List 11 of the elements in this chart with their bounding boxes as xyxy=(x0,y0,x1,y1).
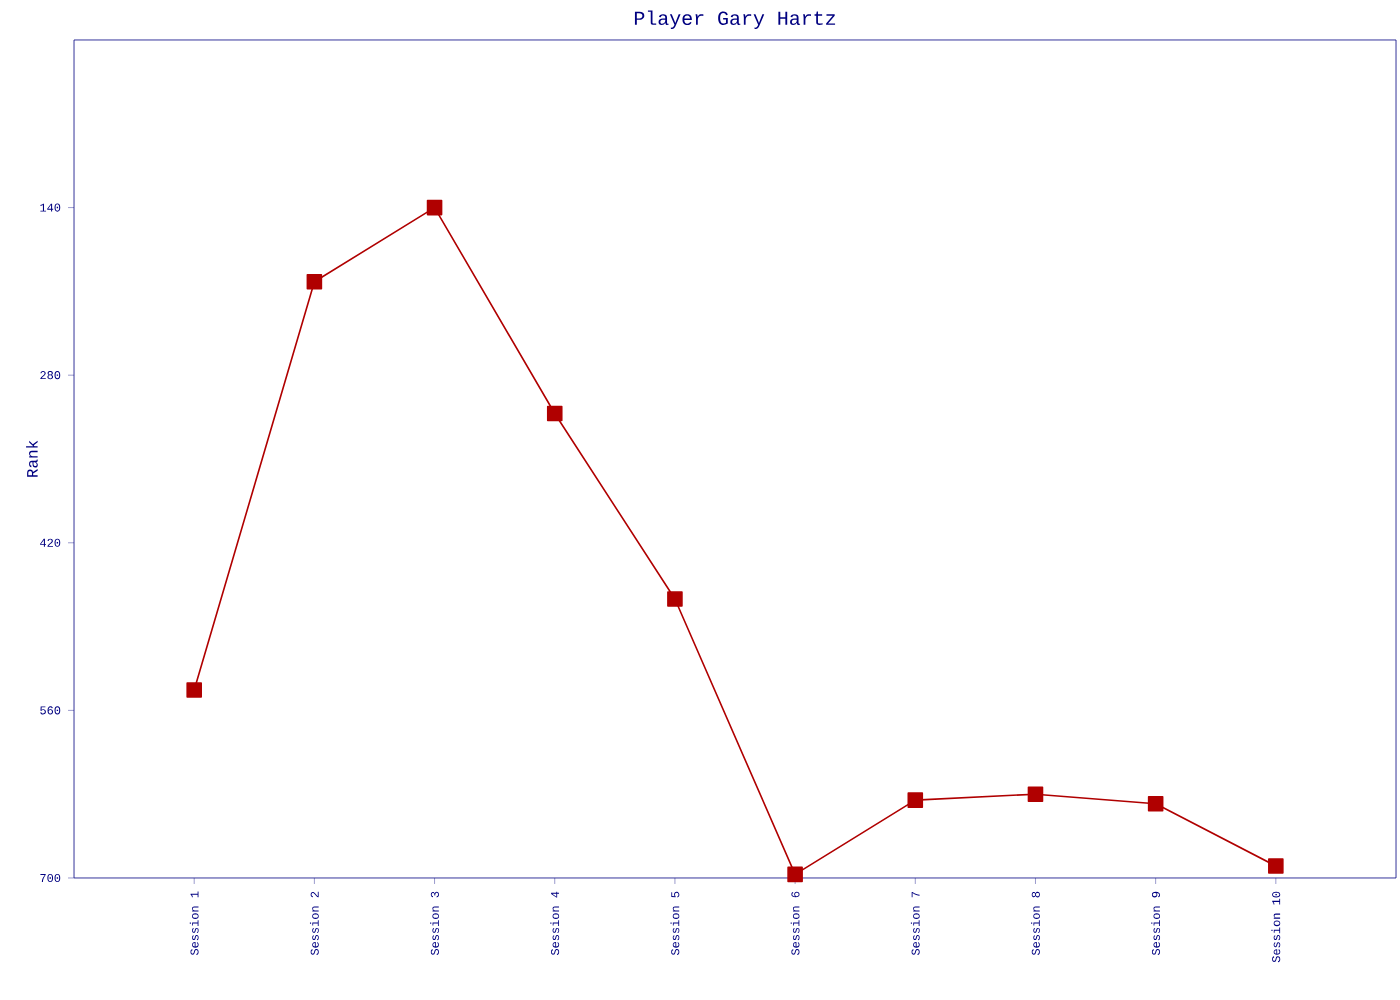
point xyxy=(1268,858,1284,874)
point xyxy=(426,199,443,216)
point xyxy=(546,405,563,422)
point xyxy=(787,866,803,883)
chart-title: Player Gary Hartz xyxy=(634,10,836,29)
point xyxy=(1027,786,1044,802)
point xyxy=(907,792,924,808)
point xyxy=(667,591,683,607)
point xyxy=(306,274,323,290)
point xyxy=(186,682,202,698)
point xyxy=(1147,795,1164,812)
